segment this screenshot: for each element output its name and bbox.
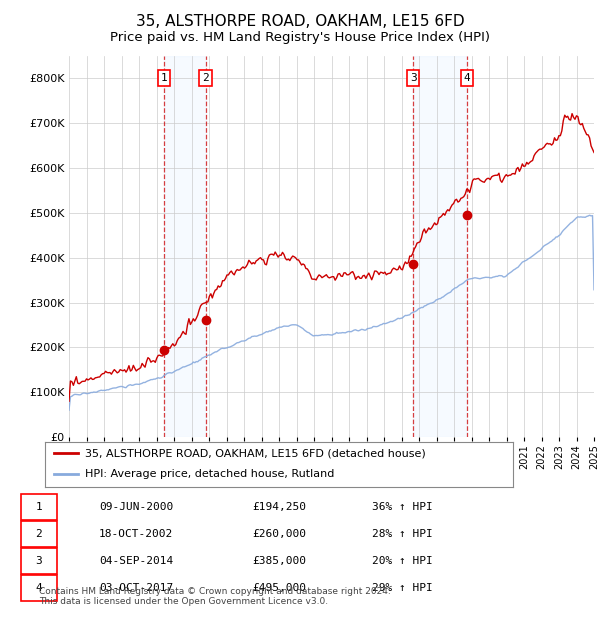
Text: 1: 1: [35, 502, 43, 512]
Bar: [413, 56, 467, 437]
Text: 4: 4: [35, 583, 43, 593]
Text: 3: 3: [35, 556, 43, 566]
Text: 28% ↑ HPI: 28% ↑ HPI: [372, 529, 433, 539]
Text: £260,000: £260,000: [252, 529, 306, 539]
Text: 2: 2: [202, 73, 209, 83]
Text: 18-OCT-2002: 18-OCT-2002: [99, 529, 173, 539]
Text: 4: 4: [464, 73, 470, 83]
Text: 04-SEP-2014: 04-SEP-2014: [99, 556, 173, 566]
Text: Contains HM Land Registry data © Crown copyright and database right 2024.
This d: Contains HM Land Registry data © Crown c…: [39, 587, 391, 606]
Text: 3: 3: [410, 73, 416, 83]
Text: £194,250: £194,250: [252, 502, 306, 512]
Text: 20% ↑ HPI: 20% ↑ HPI: [372, 556, 433, 566]
Text: Price paid vs. HM Land Registry's House Price Index (HPI): Price paid vs. HM Land Registry's House …: [110, 31, 490, 43]
Text: £385,000: £385,000: [252, 556, 306, 566]
Text: £495,000: £495,000: [252, 583, 306, 593]
Text: 36% ↑ HPI: 36% ↑ HPI: [372, 502, 433, 512]
Text: 1: 1: [161, 73, 167, 83]
Text: 35, ALSTHORPE ROAD, OAKHAM, LE15 6FD: 35, ALSTHORPE ROAD, OAKHAM, LE15 6FD: [136, 14, 464, 29]
Text: 09-JUN-2000: 09-JUN-2000: [99, 502, 173, 512]
Text: 35, ALSTHORPE ROAD, OAKHAM, LE15 6FD (detached house): 35, ALSTHORPE ROAD, OAKHAM, LE15 6FD (de…: [85, 448, 425, 458]
Text: HPI: Average price, detached house, Rutland: HPI: Average price, detached house, Rutl…: [85, 469, 334, 479]
Text: 29% ↑ HPI: 29% ↑ HPI: [372, 583, 433, 593]
Bar: [164, 56, 206, 437]
Text: 03-OCT-2017: 03-OCT-2017: [99, 583, 173, 593]
Text: 2: 2: [35, 529, 43, 539]
